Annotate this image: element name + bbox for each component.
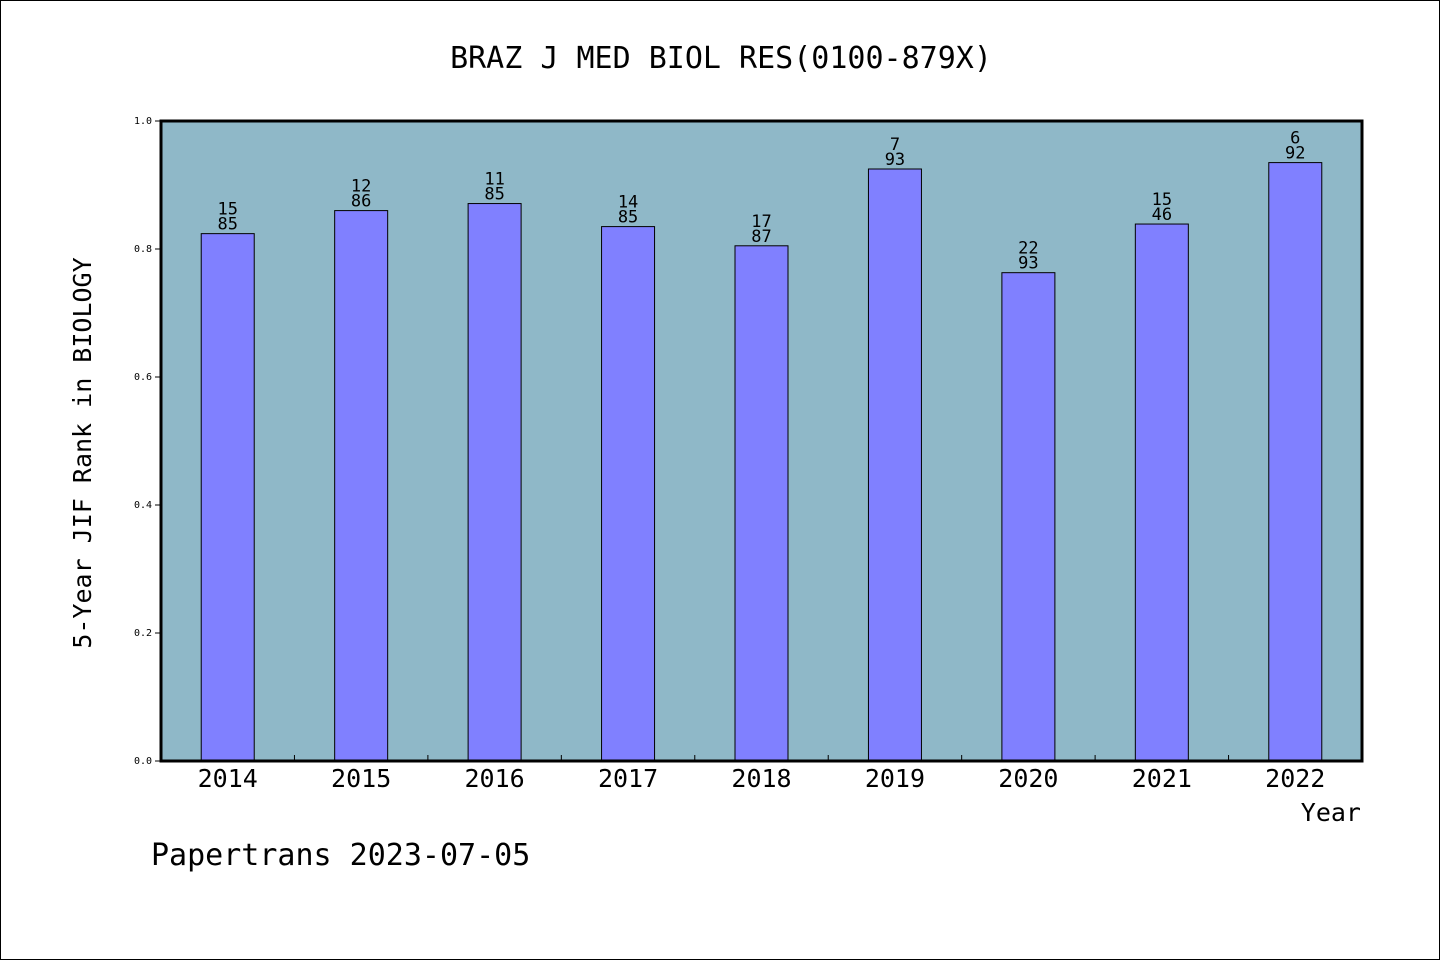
bar-2022 (1268, 162, 1323, 762)
bar-total-label: 93 (885, 150, 905, 170)
x-axis-label: Year (1301, 798, 1361, 827)
bar-rank-label: 17 (751, 212, 771, 232)
bar-total-label: 85 (217, 215, 237, 235)
bar-total-label: 87 (751, 227, 771, 247)
x-tick-label: 2014 (198, 764, 258, 793)
y-tick-label: 1.0 (134, 116, 152, 127)
x-tick-label: 2019 (865, 764, 925, 793)
bar-total-label: 85 (484, 185, 504, 205)
bar-rank-label: 15 (217, 200, 237, 220)
x-tick-label: 2017 (598, 764, 658, 793)
bar-total-label: 46 (1152, 205, 1172, 225)
x-tick-label: 2020 (998, 764, 1058, 793)
x-tick-label: 2018 (731, 764, 791, 793)
bar-total-label: 92 (1285, 144, 1305, 164)
bar-rank-label: 22 (1018, 239, 1038, 259)
bar-rank-label: 7 (890, 135, 900, 155)
y-tick-label: 0.0 (134, 756, 152, 767)
bar-rank-label: 15 (1152, 190, 1172, 210)
bar-2016 (467, 203, 522, 762)
chart-title: BRAZ J MED BIOL RES(0100-879X) (450, 41, 992, 76)
x-tick-label: 2022 (1265, 764, 1325, 793)
bar-2021 (1134, 223, 1189, 762)
footer-credit: Papertrans 2023-07-05 (151, 838, 530, 873)
y-tick-label: 0.6 (134, 372, 152, 383)
y-axis: 0.0 0.2 0.4 0.6 0.8 1.0 (134, 116, 161, 767)
bar-total-label: 86 (351, 192, 371, 212)
x-tick-label: 2021 (1132, 764, 1192, 793)
bar-2020 (1001, 272, 1056, 762)
y-axis-label: 5-Year JIF Rank in BIOLOGY (68, 257, 97, 648)
bars-group (200, 162, 1323, 762)
bar-total-label: 93 (1018, 254, 1038, 274)
y-tick-label: 0.4 (134, 500, 152, 511)
bar-rank-label: 6 (1290, 129, 1300, 149)
bar-2015 (334, 210, 389, 762)
bar-rank-label: 11 (484, 170, 504, 190)
bar-rank-label: 14 (618, 193, 638, 213)
x-axis: 2014 2015 2016 2017 2018 2019 2020 2021 2022 (198, 755, 1325, 793)
bar-2014 (200, 233, 255, 762)
y-tick-label: 0.2 (134, 628, 152, 639)
x-tick-label: 2015 (331, 764, 391, 793)
y-tick-label: 0.8 (134, 244, 152, 255)
bar-rank-label: 12 (351, 177, 371, 197)
bar-2018 (734, 245, 789, 762)
plot-border (159, 119, 1364, 763)
x-tick-label: 2016 (465, 764, 525, 793)
bar-2019 (867, 168, 922, 762)
bar-2017 (601, 226, 656, 762)
bar-total-label: 85 (618, 208, 638, 228)
